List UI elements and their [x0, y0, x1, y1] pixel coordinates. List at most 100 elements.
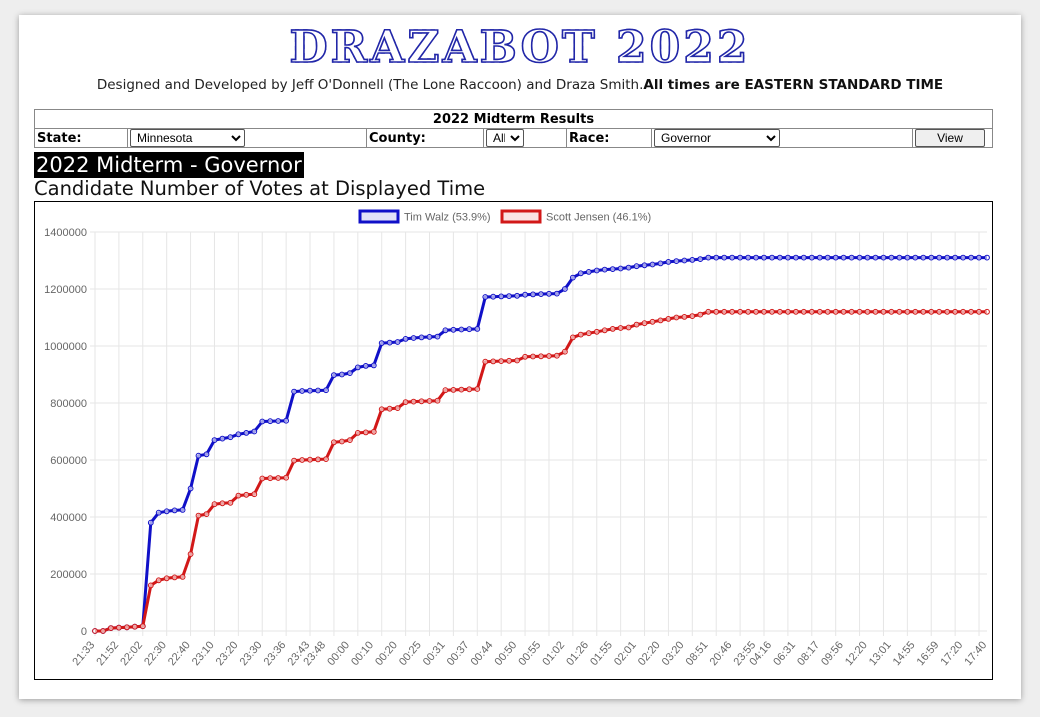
data-point-jensen — [362, 429, 369, 436]
legend-swatch — [500, 209, 542, 224]
data-point-walz — [506, 293, 513, 299]
data-point-walz — [928, 254, 935, 261]
data-point-jensen — [370, 428, 377, 435]
y-tick-label: 1000000 — [44, 341, 87, 353]
x-tick-label: 08:51 — [684, 639, 711, 668]
data-point-jensen — [179, 574, 186, 580]
legend-swatch — [358, 209, 400, 224]
data-point-walz — [147, 519, 154, 526]
chart-grid — [90, 231, 987, 636]
data-point-walz — [522, 291, 529, 298]
data-point-jensen — [139, 623, 146, 630]
data-point-walz — [729, 254, 735, 261]
data-point-jensen — [960, 308, 966, 315]
data-point-jensen — [131, 623, 138, 630]
data-point-jensen — [673, 314, 680, 321]
data-point-jensen — [235, 492, 242, 499]
data-point-jensen — [386, 405, 393, 412]
page: DRAZABOT 2022 Designed and Developed by … — [19, 15, 1021, 699]
x-tick-label: 02:01 — [612, 639, 639, 668]
race-select[interactable]: Governor — [654, 129, 780, 147]
data-point-jensen — [968, 308, 974, 315]
data-point-jensen — [745, 308, 751, 315]
credits-text: Designed and Developed by Jeff O'Donnell… — [96, 77, 644, 93]
data-point-jensen — [800, 308, 807, 315]
results-controls: 2022 Midterm Results State: Minnesota Co… — [34, 109, 993, 148]
data-point-walz — [840, 254, 847, 261]
data-point-jensen — [100, 628, 106, 634]
x-tick-label: 02:20 — [636, 639, 663, 668]
data-point-jensen — [506, 357, 513, 364]
data-point-walz — [482, 294, 489, 300]
data-point-walz — [936, 254, 943, 261]
data-point-walz — [466, 326, 473, 333]
data-point-walz — [243, 430, 250, 436]
data-point-jensen — [896, 308, 903, 315]
data-point-jensen — [657, 317, 664, 324]
race-label: Race: — [566, 128, 652, 148]
data-point-walz — [888, 254, 895, 261]
data-point-walz — [808, 254, 815, 261]
data-point-walz — [323, 387, 329, 394]
state-cell: Minnesota — [127, 128, 367, 148]
data-point-jensen — [474, 386, 481, 392]
data-point-walz — [769, 254, 775, 261]
data-point-jensen — [697, 311, 704, 318]
x-tick-label: 22:30 — [142, 639, 169, 668]
race-heading: 2022 Midterm - Governor — [34, 152, 304, 178]
data-point-walz — [538, 291, 544, 297]
data-point-walz — [721, 254, 728, 261]
data-point-jensen — [378, 406, 385, 413]
x-tick-label: 00:31 — [421, 639, 448, 668]
data-point-walz — [219, 435, 226, 442]
data-point-walz — [824, 254, 831, 261]
y-tick-label: 0 — [81, 626, 87, 638]
data-point-walz — [968, 254, 974, 261]
data-point-jensen — [570, 334, 576, 341]
x-tick-label: 23:36 — [262, 639, 289, 668]
data-point-walz — [370, 362, 377, 369]
timezone-note: All times are EASTERN STANDARD TIME — [643, 77, 944, 93]
data-point-walz — [753, 254, 759, 261]
data-point-jensen — [490, 358, 497, 365]
data-point-walz — [705, 254, 712, 261]
data-point-jensen — [840, 308, 847, 315]
state-select[interactable]: Minnesota — [130, 129, 245, 147]
data-point-jensen — [155, 577, 162, 584]
x-axis: 21:3321:5222:0222:3022:4023:1023:2023:30… — [70, 639, 989, 668]
data-point-walz — [673, 258, 680, 264]
data-point-jensen — [410, 398, 417, 405]
data-point-walz — [816, 254, 823, 261]
x-tick-label: 00:50 — [493, 639, 520, 668]
data-point-jensen — [147, 582, 154, 589]
x-tick-label: 12:20 — [843, 639, 870, 668]
data-point-walz — [347, 370, 353, 377]
view-button[interactable]: View — [915, 129, 985, 147]
data-point-walz — [800, 254, 807, 261]
data-point-walz — [339, 371, 345, 378]
data-point-walz — [649, 261, 656, 268]
data-point-walz — [458, 326, 465, 333]
data-point-walz — [641, 262, 648, 269]
county-select[interactable]: All — [486, 129, 524, 147]
data-point-jensen — [354, 430, 361, 436]
data-point-walz — [984, 254, 990, 261]
data-point-walz — [227, 434, 234, 441]
legend-label: Tim Walz (53.9%) — [404, 212, 491, 224]
data-point-jensen — [450, 387, 457, 393]
y-tick-label: 1400000 — [44, 227, 87, 239]
data-point-walz — [713, 254, 720, 261]
x-tick-label: 01:26 — [564, 639, 591, 668]
data-point-jensen — [498, 358, 505, 365]
data-point-jensen — [904, 308, 911, 315]
x-tick-label: 00:25 — [397, 639, 424, 668]
data-point-jensen — [880, 308, 887, 315]
data-point-jensen — [713, 308, 720, 315]
data-point-walz — [585, 269, 592, 275]
data-point-walz — [761, 254, 767, 261]
data-point-jensen — [665, 316, 672, 322]
x-tick-label: 16:59 — [915, 639, 942, 668]
x-tick-label: 03:20 — [660, 639, 687, 668]
data-point-jensen — [538, 353, 544, 360]
data-point-jensen — [514, 357, 521, 364]
